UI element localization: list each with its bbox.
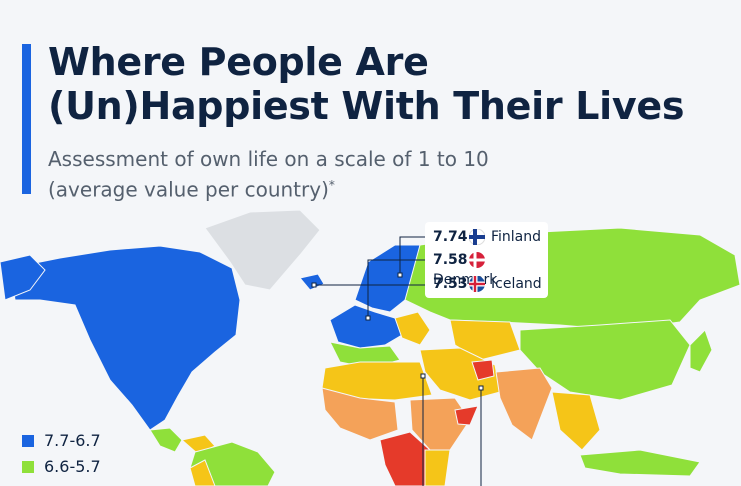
southeast-asia — [551, 391, 601, 451]
india — [495, 367, 553, 441]
title: Where People Are (Un)Happiest With Their… — [48, 40, 684, 128]
afghanistan — [471, 359, 495, 381]
north-america — [9, 245, 241, 431]
point-marker — [311, 282, 317, 288]
legend-item: 7.7-6.7 — [22, 428, 101, 454]
callout-box: 7.74 Finland 7.58Denmark 7.53 Iceland — [425, 222, 548, 298]
horn-of-africa — [454, 405, 479, 426]
subtitle-text: (average value per country) — [48, 177, 329, 202]
legend-label: 7.7-6.7 — [44, 431, 101, 450]
legend-label: 6.6-5.7 — [44, 457, 101, 476]
callout-row: 7.53 Iceland — [433, 274, 542, 294]
central-asia — [449, 319, 521, 361]
subtitle: Assessment of own life on a scale of 1 t… — [48, 146, 489, 203]
legend: 7.7-6.7 6.6-5.7 — [22, 428, 101, 480]
accent-bar — [22, 44, 31, 194]
callout-value: 7.58 — [433, 252, 468, 268]
subtitle-line: (average value per country)* — [48, 172, 489, 203]
callout-country: Finland — [491, 229, 542, 245]
subtitle-line: Assessment of own life on a scale of 1 t… — [48, 147, 489, 171]
flag-iceland — [469, 276, 485, 292]
flag-finland — [468, 228, 486, 246]
title-line: (Un)Happiest With Their Lives — [48, 84, 685, 128]
eastern-europe — [394, 311, 431, 346]
central-america — [149, 427, 183, 453]
greenland — [204, 209, 321, 291]
indonesia — [579, 449, 701, 477]
legend-swatch — [22, 435, 34, 447]
callout-value: 7.74 — [433, 229, 468, 245]
southern-africa — [424, 449, 451, 486]
leader-line — [399, 236, 425, 275]
point-marker — [365, 315, 371, 321]
point-marker — [420, 373, 426, 379]
china — [519, 319, 691, 401]
west-africa — [321, 387, 399, 441]
legend-item: 6.6-5.7 — [22, 454, 101, 480]
callout-value: 7.53 — [433, 276, 468, 292]
callout-country: Iceland — [491, 276, 542, 292]
title-line: Where People Are — [48, 40, 429, 84]
footnote-mark: * — [328, 178, 335, 192]
callout-row: 7.58Denmark — [433, 250, 548, 288]
south-america-2 — [189, 459, 216, 486]
point-marker — [397, 272, 403, 278]
legend-swatch — [22, 461, 34, 473]
japan — [689, 329, 713, 373]
central-africa — [379, 431, 431, 486]
callout-row: 7.74 Finland — [433, 227, 541, 247]
iceland — [299, 273, 325, 291]
point-marker — [478, 385, 484, 391]
flag-denmark — [469, 252, 485, 268]
leader-line — [367, 259, 425, 318]
alaska — [0, 254, 46, 301]
